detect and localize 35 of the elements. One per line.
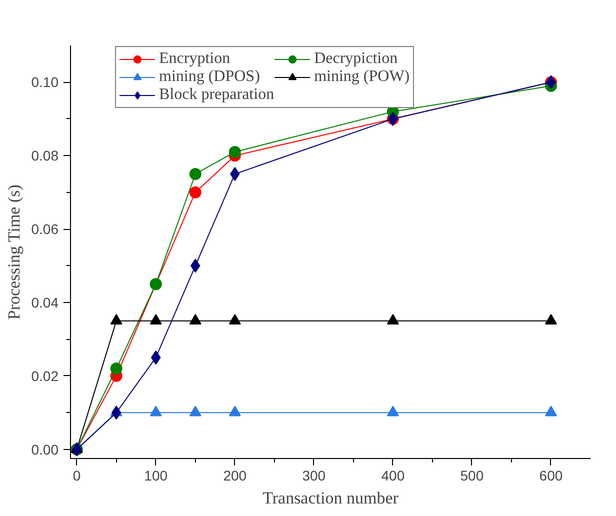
legend-label: Block preparation: [159, 86, 274, 104]
x-axis-title: Transaction number: [262, 488, 399, 508]
point: [110, 314, 122, 325]
point: [228, 146, 241, 158]
point: [544, 406, 557, 416]
x-tick-label: 400: [381, 468, 405, 484]
point: [386, 314, 399, 325]
point: [189, 314, 202, 325]
point: [150, 406, 162, 416]
y-tick-label: 0.06: [31, 221, 59, 238]
legend-label: Decrypiction: [314, 50, 398, 68]
x-tick-label: 100: [144, 468, 168, 484]
x-tick-label: 600: [539, 468, 563, 484]
point: [189, 186, 202, 198]
x-tick-label: 0: [72, 468, 81, 484]
point: [228, 314, 241, 325]
legend-label: mining (POW): [314, 68, 410, 86]
point: [189, 406, 202, 416]
y-tick-label: 0.00: [31, 441, 59, 458]
point: [228, 406, 241, 416]
x-tick-label: 200: [223, 468, 247, 484]
point: [544, 314, 557, 325]
y-tick-label: 0.02: [31, 368, 59, 384]
point: [189, 168, 202, 180]
point: [150, 314, 162, 325]
legend-label: Encryption: [159, 50, 230, 68]
y-tick-label: 0.04: [31, 294, 59, 310]
y-axis-title: Processing Time (s): [4, 184, 24, 320]
x-tick-label: 300: [302, 468, 326, 484]
point: [110, 362, 122, 375]
point: [386, 406, 399, 416]
y-tick-label: 0.10: [31, 74, 59, 90]
x-tick-label: 500: [460, 468, 484, 484]
y-tick-label: 0.08: [31, 148, 59, 164]
legend-label: mining (DPOS): [159, 68, 260, 86]
